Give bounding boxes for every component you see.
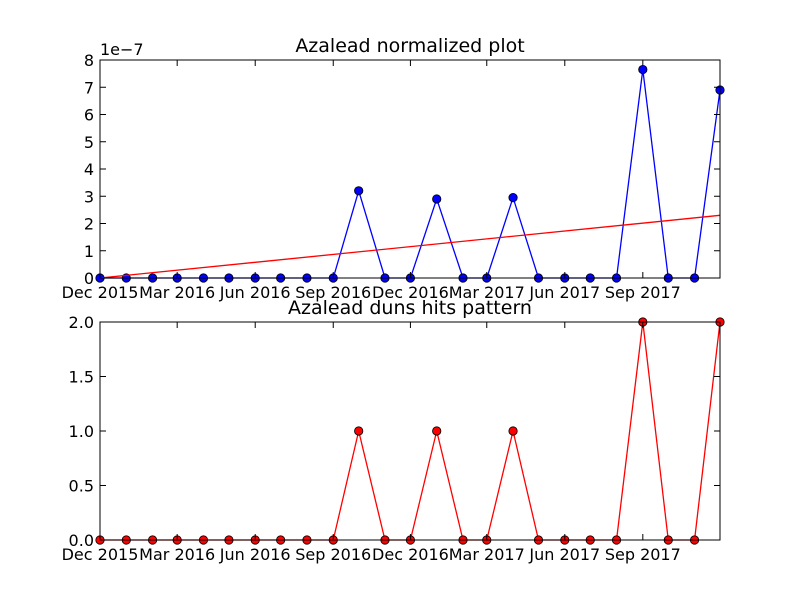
x-tick-label: Mar 2016 (139, 545, 215, 564)
chart-title: Azalead normalized plot (295, 35, 524, 57)
y-tick-label: 0 (84, 269, 94, 288)
y-tick-label: 5 (84, 133, 94, 152)
y-tick-label: 2 (84, 215, 94, 234)
y-tick-label: 4 (84, 160, 94, 179)
data-point (354, 426, 364, 436)
x-tick-label: Jun 2017 (528, 283, 600, 302)
x-tick-label: Sep 2016 (295, 283, 371, 302)
y-tick-label: 1.5 (69, 368, 94, 387)
x-tick-label: Sep 2016 (295, 545, 371, 564)
x-tick-label: Jun 2016 (219, 545, 291, 564)
trend-line (99, 214, 721, 279)
y-tick-label: 6 (84, 106, 94, 125)
y-tick-label: 8 (84, 51, 94, 70)
x-tick-label: Mar 2017 (449, 545, 525, 564)
data-point (508, 193, 518, 203)
y-tick-label: 0.0 (69, 531, 94, 550)
series-group (95, 317, 725, 545)
y-tick-label: 3 (84, 187, 94, 206)
data-point (638, 64, 648, 75)
x-tick-label: Dec 2015 (62, 545, 139, 564)
series-line (100, 321, 721, 541)
data-point (354, 186, 364, 196)
y-tick-label: 1 (84, 242, 94, 261)
y-tick-label: 1.0 (69, 422, 94, 441)
data-point (508, 426, 518, 436)
x-tick-label: Mar 2017 (449, 283, 525, 302)
x-tick-label: Jun 2016 (219, 283, 291, 302)
x-tick-label: Dec 2016 (372, 545, 449, 564)
data-point (432, 426, 442, 436)
y-tick-label: 2.0 (69, 313, 94, 332)
y-tick-label: 7 (84, 78, 94, 97)
plot-frame (99, 321, 721, 541)
x-tick-label: Mar 2016 (139, 283, 215, 302)
data-point (432, 194, 442, 204)
series-group (95, 64, 725, 283)
x-tick-label: Dec 2016 (372, 283, 449, 302)
plot-frame (99, 59, 721, 279)
chart-title: Azalead duns hits pattern (288, 297, 532, 319)
x-tick-label: Jun 2017 (528, 545, 600, 564)
y-axis-offset-label: 1e−7 (100, 40, 144, 59)
x-tick-label: Sep 2017 (605, 545, 681, 564)
y-tick-label: 0.5 (69, 477, 94, 496)
x-tick-label: Sep 2017 (605, 283, 681, 302)
x-tick-label: Dec 2015 (62, 283, 139, 302)
